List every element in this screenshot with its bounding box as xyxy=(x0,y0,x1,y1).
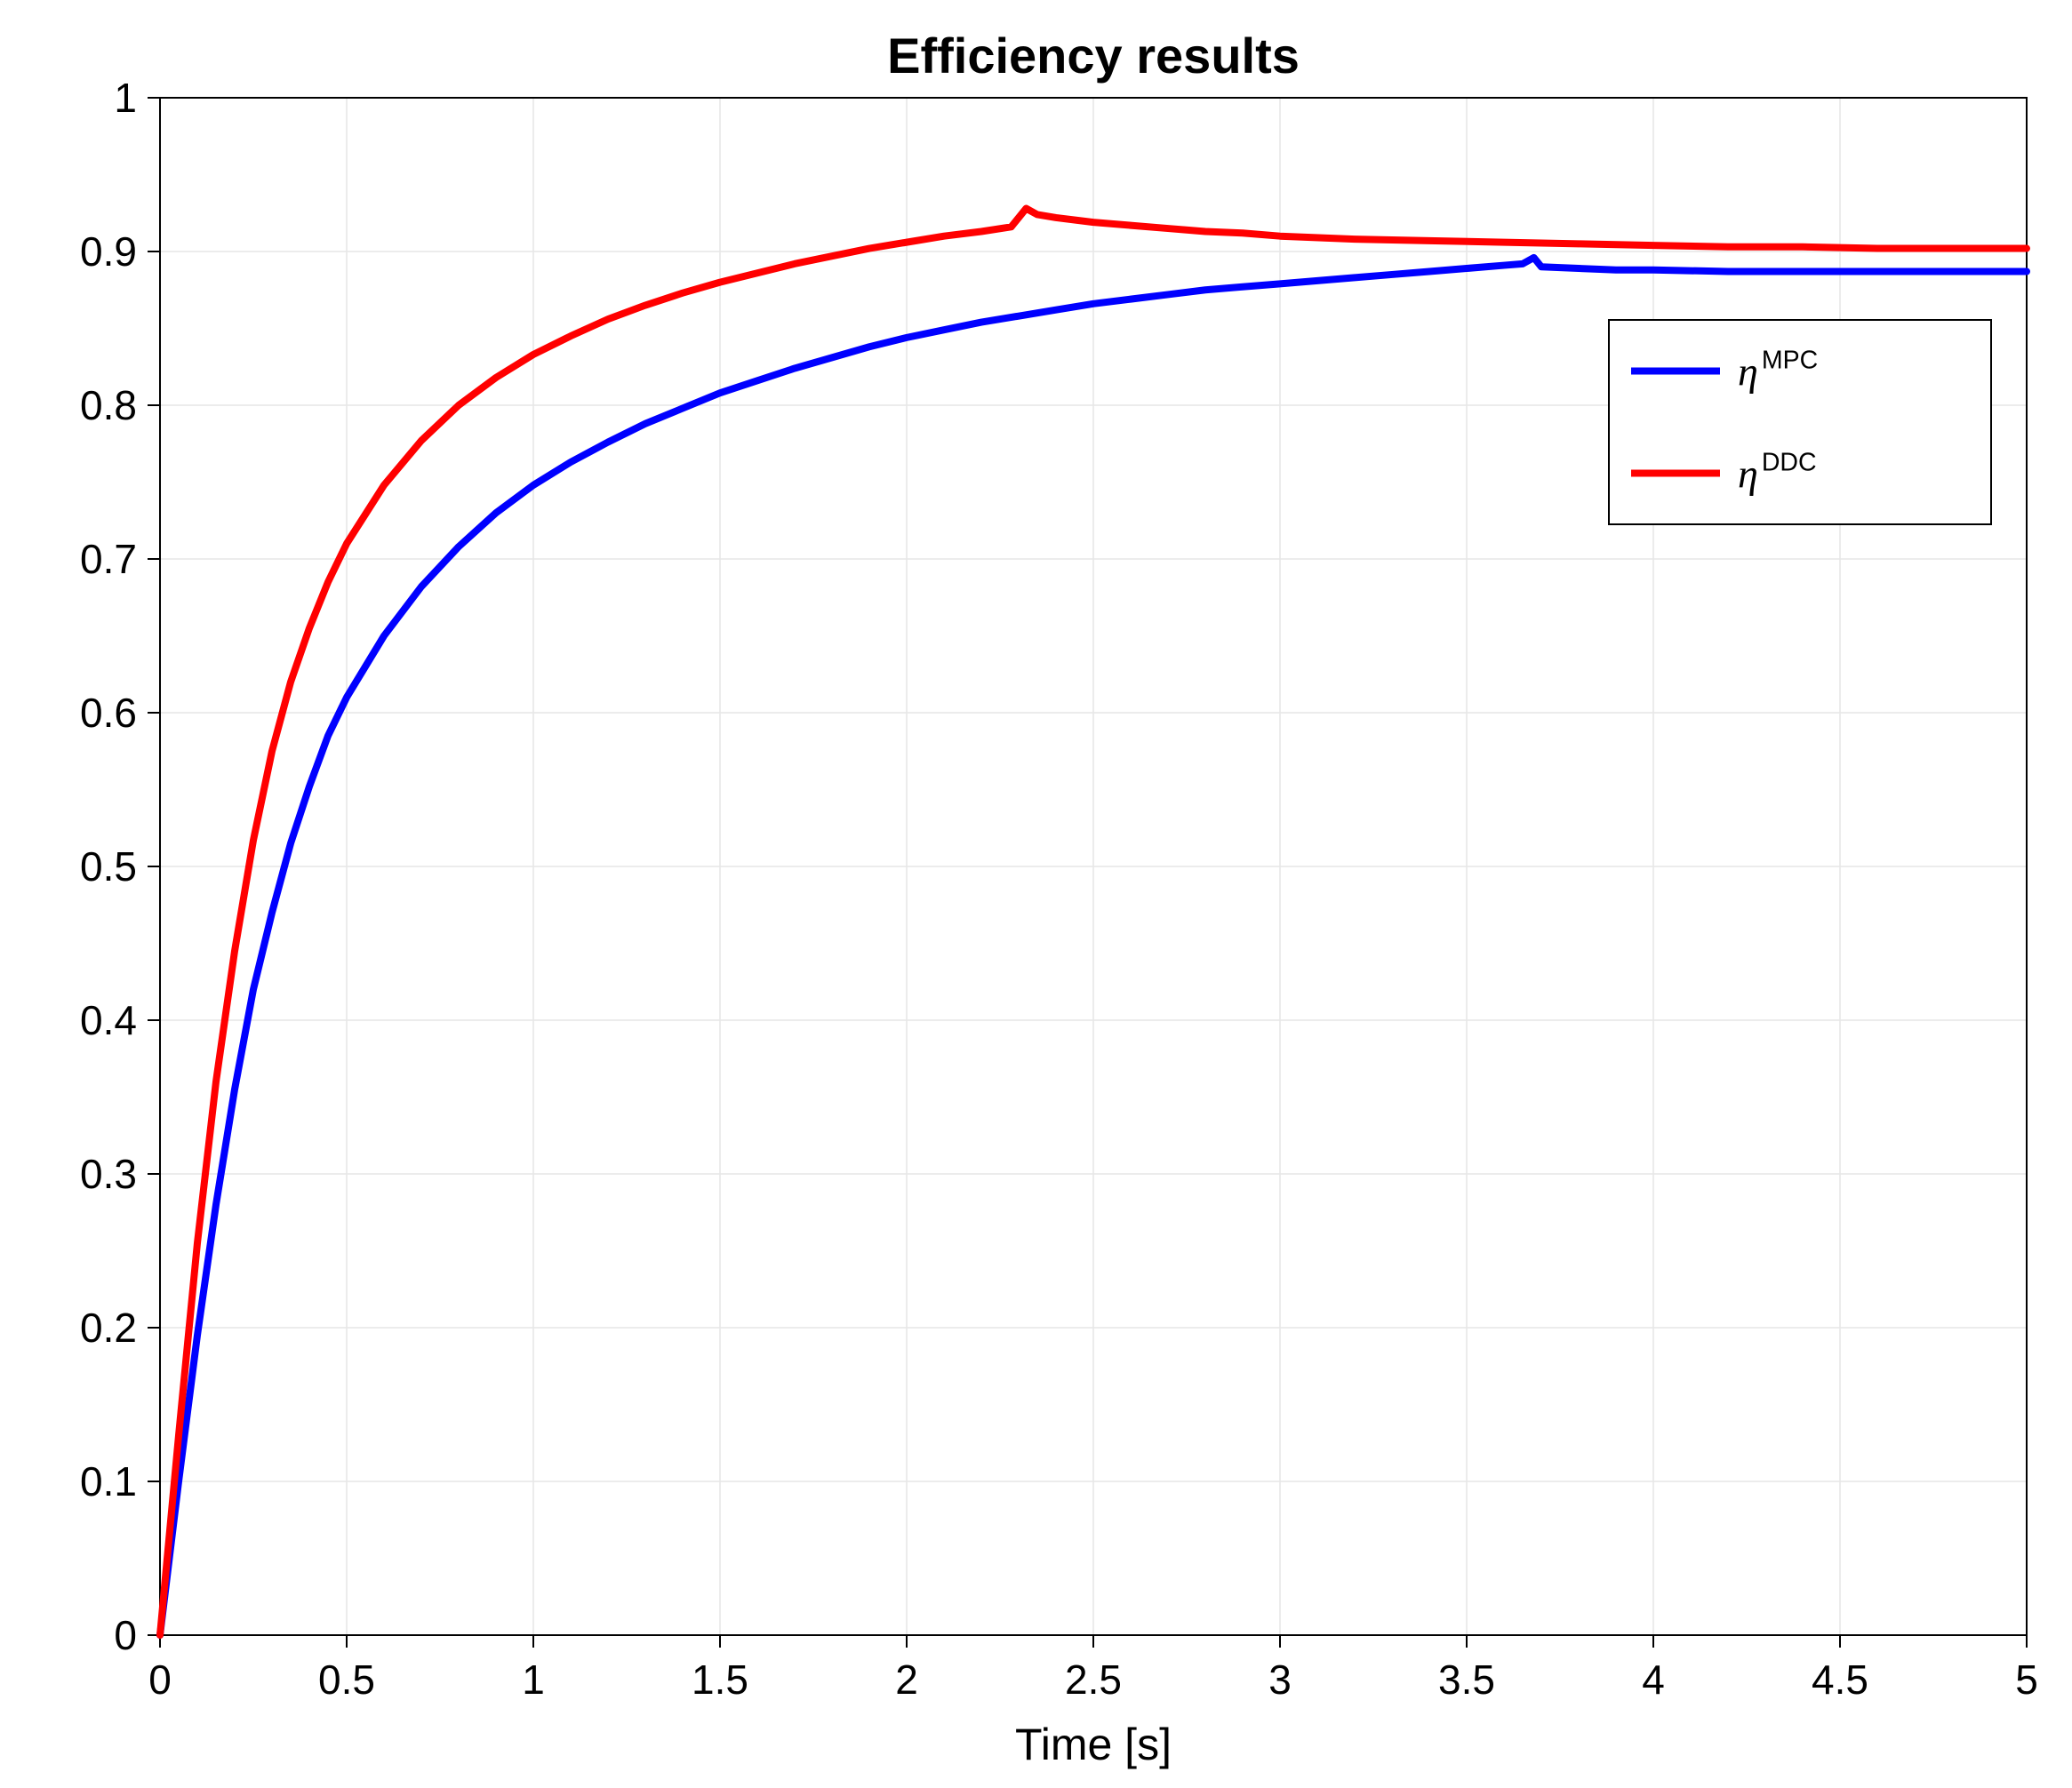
y-tick-label: 0.4 xyxy=(80,997,137,1043)
chart-title: Efficiency results xyxy=(887,28,1300,84)
x-tick-label: 3 xyxy=(1268,1656,1292,1703)
chart-container: 0 0.5 1 1.5 2 2.5 3 3.5 4 4.5 5 0 0.1 0.2 0.3 0.4 0.5 0.6… xyxy=(0,0,2072,1788)
x-tick-label: 1 xyxy=(522,1656,545,1703)
y-tick-label: 0.2 xyxy=(80,1305,137,1351)
x-tick-label: 4.5 xyxy=(1812,1656,1868,1703)
y-tick-label: 0.3 xyxy=(80,1151,137,1197)
y-tick-label: 0.9 xyxy=(80,228,137,275)
x-tick-label: 0.5 xyxy=(318,1656,375,1703)
x-tick-label: 3.5 xyxy=(1438,1656,1495,1703)
y-tick-label: 1 xyxy=(114,75,137,121)
x-tick-label: 5 xyxy=(2015,1656,2038,1703)
x-axis-label: Time [s] xyxy=(1015,1720,1172,1769)
y-tick-label: 0.6 xyxy=(80,690,137,736)
y-tick-label: 0 xyxy=(114,1612,137,1658)
efficiency-chart: 0 0.5 1 1.5 2 2.5 3 3.5 4 4.5 5 0 0.1 0.2 0.3 0.4 0.5 0.6… xyxy=(0,0,2072,1788)
x-tick-label: 0 xyxy=(148,1656,172,1703)
x-tick-label: 2.5 xyxy=(1065,1656,1122,1703)
y-tick-label: 0.7 xyxy=(80,536,137,582)
y-tick-label: 0.1 xyxy=(80,1458,137,1505)
x-tick-label: 2 xyxy=(895,1656,918,1703)
x-tick-label: 1.5 xyxy=(692,1656,748,1703)
y-tick-label: 0.5 xyxy=(80,843,137,890)
y-tick-label: 0.8 xyxy=(80,382,137,428)
x-tick-label: 4 xyxy=(1642,1656,1665,1703)
